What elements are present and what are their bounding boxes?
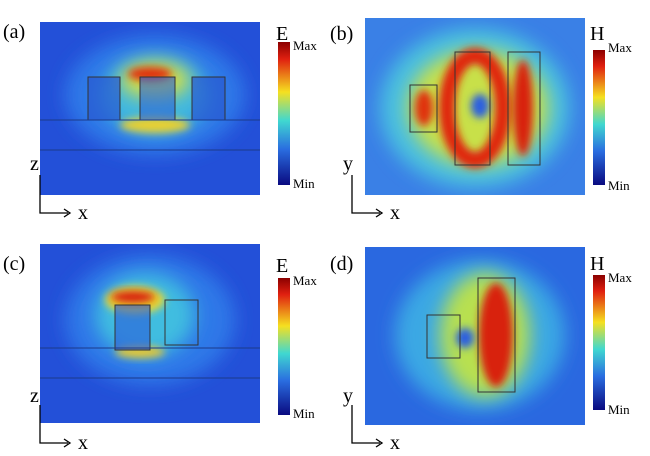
axis-arrows bbox=[351, 405, 384, 448]
axis-label: x bbox=[78, 432, 88, 454]
panel-label: (c) bbox=[3, 253, 25, 275]
panel-label: (d) bbox=[330, 253, 353, 275]
axis-label: x bbox=[390, 432, 400, 454]
colorbar bbox=[593, 275, 605, 410]
axis-arrows bbox=[39, 405, 72, 448]
colorbar bbox=[593, 50, 605, 185]
axis-label: z bbox=[30, 385, 39, 407]
field-map bbox=[40, 244, 260, 423]
axis-label: x bbox=[390, 202, 400, 224]
axis-arrows bbox=[39, 175, 72, 218]
max-label: Max bbox=[608, 40, 632, 55]
axis-label: y bbox=[343, 153, 353, 175]
min-label: Min bbox=[293, 176, 315, 191]
max-label: Max bbox=[293, 273, 317, 288]
field-map bbox=[365, 18, 585, 195]
axis-label: z bbox=[30, 153, 39, 175]
field-map bbox=[365, 247, 585, 425]
axis-label: y bbox=[343, 385, 353, 407]
max-label: Max bbox=[608, 270, 632, 285]
colorbar bbox=[278, 42, 290, 185]
min-label: Min bbox=[293, 406, 315, 421]
field-name: E bbox=[276, 23, 288, 45]
field-name: H bbox=[590, 253, 604, 275]
axis-arrows bbox=[351, 175, 384, 218]
panel-label: (a) bbox=[3, 21, 25, 43]
field-map bbox=[40, 22, 260, 195]
min-label: Min bbox=[608, 178, 630, 193]
max-label: Max bbox=[293, 38, 317, 53]
field-name: E bbox=[276, 255, 288, 277]
min-label: Min bbox=[608, 402, 630, 417]
axis-label: x bbox=[78, 202, 88, 224]
field-name: H bbox=[590, 23, 604, 45]
colorbar bbox=[278, 278, 290, 415]
panel-label: (b) bbox=[330, 23, 353, 45]
